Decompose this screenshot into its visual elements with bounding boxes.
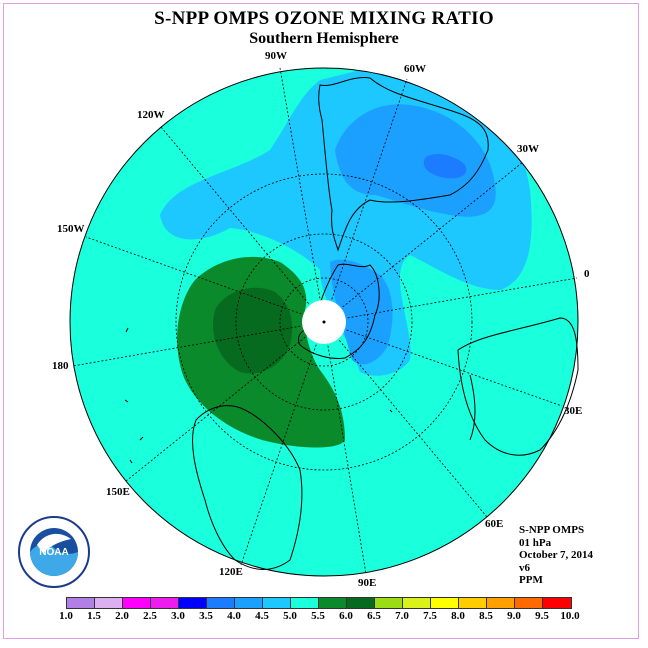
color-tick-label: 2.5 (143, 610, 157, 622)
instrument-name: S-NPP OMPS (519, 524, 585, 536)
ozone-field-5.5-6.0 (212, 287, 293, 374)
color-swatch-9.0 (515, 598, 543, 608)
product-info: S-NPP OMPS 01 hPa October 7, 2014 v6 PPM (519, 524, 593, 587)
color-swatch-3.0 (179, 598, 207, 608)
figure-frame (3, 3, 639, 639)
color-tick-label: 8.5 (479, 610, 493, 622)
color-swatch-7.0 (403, 598, 431, 608)
color-tick-label: 7.0 (395, 610, 409, 622)
graticule (72, 67, 578, 575)
color-tick-label: 8.0 (451, 610, 465, 622)
color-swatch-5.0 (291, 598, 319, 608)
color-tick-label: 6.5 (367, 610, 381, 622)
color-swatch-4.0 (235, 598, 263, 608)
color-tick-label: 3.0 (171, 610, 185, 622)
color-tick-label: 4.5 (255, 610, 269, 622)
color-tick-label: 3.5 (199, 610, 213, 622)
color-tick-label: 7.5 (423, 610, 437, 622)
color-swatch-1.0 (67, 598, 95, 608)
observation-date: October 7, 2014 (519, 549, 594, 561)
pressure-level: 01 hPa (519, 536, 552, 549)
color-tick-label: 2.0 (115, 610, 129, 622)
color-swatch-4.5 (263, 598, 291, 608)
color-swatch-1.5 (95, 598, 123, 608)
lon-label-0: 0 (584, 268, 590, 280)
units-label: PPM (519, 574, 543, 586)
color-tick-label: 9.5 (535, 610, 549, 622)
color-swatch-2.0 (123, 598, 151, 608)
noaa-logo-text: NOAA (39, 547, 68, 558)
lon-label-180: 180 (52, 360, 69, 372)
lon-label-150e: 150E (106, 486, 130, 498)
color-scale-ticks: 1.0 1.5 2.0 2.5 3.0 3.5 4.0 4.5 5.0 5.5 6.0 6.5 7.0 7… (59, 610, 586, 624)
color-swatch-6.0 (347, 598, 375, 608)
product-version: v6 (519, 561, 530, 574)
color-tick-label: 1.5 (87, 610, 101, 622)
lon-label-150w: 150W (57, 223, 85, 235)
lon-label-120e: 120E (219, 566, 243, 578)
color-scale-bar (66, 597, 572, 609)
lon-label-120w: 120W (137, 109, 165, 121)
color-tick-label: 9.0 (507, 610, 521, 622)
color-swatch-6.5 (375, 598, 403, 608)
color-swatch-5.5 (319, 598, 347, 608)
lon-label-30e: 30E (564, 405, 583, 417)
color-swatch-2.5 (151, 598, 179, 608)
lon-label-30w: 30W (517, 143, 539, 155)
color-tick-label: 10.0 (560, 610, 580, 622)
noaa-logo: NOAA (18, 516, 90, 588)
lon-label-60e: 60E (485, 518, 504, 530)
color-swatch-3.5 (207, 598, 235, 608)
map-subtitle: Southern Hemisphere (249, 30, 399, 47)
map-boundary (69, 67, 579, 577)
south-pole-marker (322, 320, 326, 324)
color-swatch-7.5 (431, 598, 459, 608)
color-tick-label: 5.5 (311, 610, 325, 622)
color-tick-label: 4.0 (227, 610, 241, 622)
color-tick-label: 5.0 (283, 610, 297, 622)
lon-label-90w: 90W (265, 50, 287, 62)
map-title: S-NPP OMPS OZONE MIXING RATIO (154, 8, 494, 29)
ozone-field-3.0-3.5 (423, 154, 467, 179)
color-swatch-9.5 (543, 598, 571, 608)
lon-label-90e: 90E (358, 577, 377, 589)
lon-label-60w: 60W (404, 63, 426, 75)
color-swatch-8.5 (487, 598, 515, 608)
color-swatch-8.0 (459, 598, 487, 608)
color-tick-label: 1.0 (59, 610, 73, 622)
color-tick-label: 6.0 (339, 610, 353, 622)
